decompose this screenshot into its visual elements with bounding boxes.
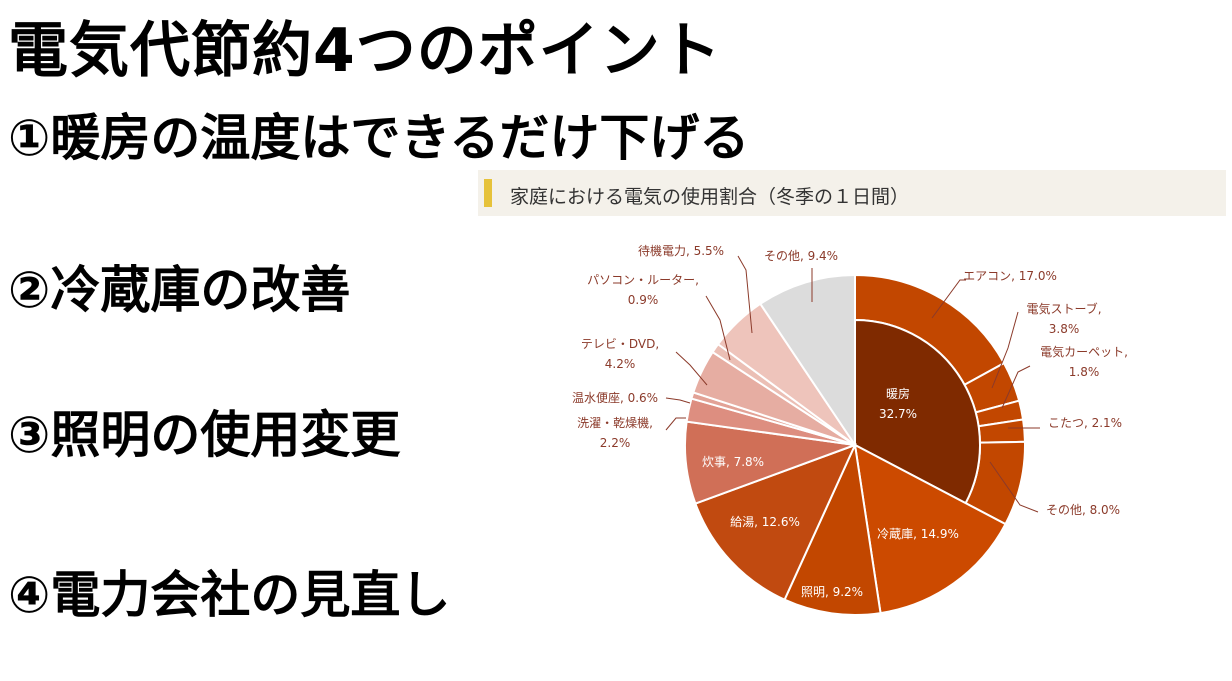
leader-slice-8: [705, 295, 731, 361]
point-2: ②冷蔵庫の改善: [8, 261, 351, 319]
slice-heating: [854, 318, 981, 505]
leader-breakdown-5: [989, 461, 1039, 513]
leader-slice-7: [675, 351, 708, 386]
label-breakdown-5: その他, 8.0%: [1046, 503, 1120, 517]
leader-breakdown-1: [931, 279, 966, 319]
point-3: ③照明の使用変更: [8, 406, 401, 464]
slice-3: [694, 443, 857, 602]
slice-2: [783, 441, 882, 616]
leader-slice-6: [665, 397, 691, 404]
point-4: ④電力会社の見直し: [8, 566, 451, 624]
label-slice-4: 炊事, 7.8%: [702, 455, 764, 469]
label-slice-6: 温水便座, 0.6%: [572, 390, 658, 405]
label-slice-9: 待機電力, 5.5%: [638, 243, 724, 258]
label-slice-5: 洗濯・乾燥機, 2.2%: [577, 415, 653, 450]
label-breakdown-1: エアコン, 17.0%: [963, 269, 1057, 283]
label-slice-1: 冷蔵庫, 14.9%: [877, 527, 959, 541]
label-slice-10: その他, 9.4%: [764, 249, 838, 263]
label-slice-2: 照明, 9.2%: [801, 585, 863, 599]
label-breakdown-2: 電気ストーブ, 3.8%: [1026, 301, 1101, 336]
leader-breakdown-3: [1001, 365, 1031, 409]
label-slice-8: パソコン・ルーター, 0.9%: [587, 273, 699, 307]
leader-slice-5: [665, 417, 686, 431]
main-title: 電気代節約4つのポイント: [8, 16, 722, 86]
label-heating: 暖房 32.7%: [879, 386, 917, 421]
leader-slice-9: [737, 255, 753, 334]
chart-header: 家庭における電気の使用割合（冬季の１日間）: [478, 170, 1226, 216]
point-1: ①暖房の温度はできるだけ下げる: [8, 109, 750, 167]
leader-breakdown-2: [991, 311, 1019, 389]
label-breakdown-4: こたつ, 2.1%: [1048, 416, 1122, 430]
label-slice-3: 給湯, 12.6%: [730, 515, 800, 529]
slice-10: [758, 273, 856, 449]
slice-1: [853, 443, 1007, 615]
chart-header-accent-bar: [484, 179, 492, 207]
label-breakdown-3: 電気カーペット, 1.8%: [1040, 344, 1128, 379]
chart-title: 家庭における電気の使用割合（冬季の１日間）: [510, 186, 910, 208]
label-slice-7: テレビ・DVD, 4.2%: [581, 337, 659, 371]
